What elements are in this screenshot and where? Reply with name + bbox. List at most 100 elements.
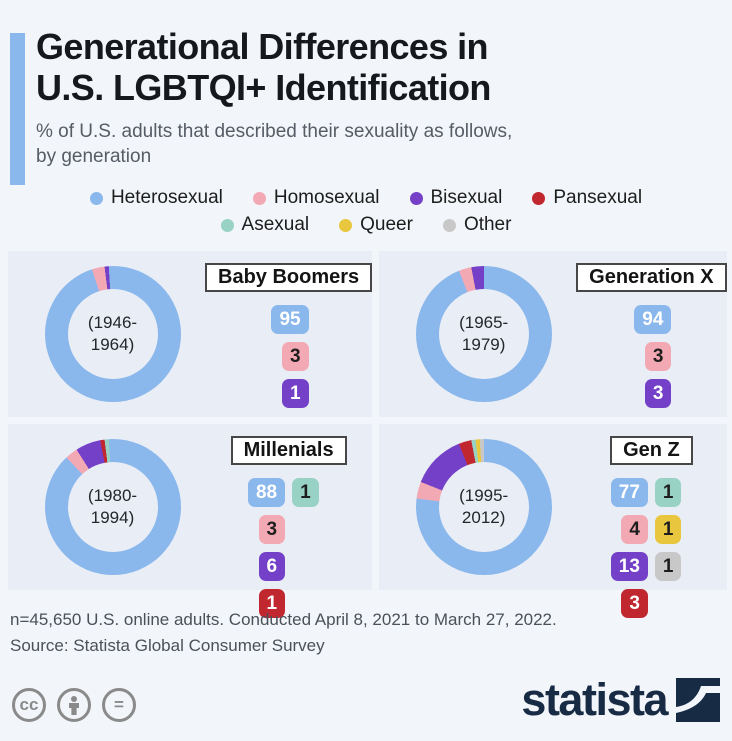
badge-row: 3: [245, 515, 332, 545]
badge-hetero: 77: [610, 478, 648, 508]
badge-cell: [655, 589, 695, 618]
legend-label-hetero: Heterosexual: [110, 187, 223, 209]
attribution-icon[interactable]: [57, 687, 91, 722]
badge-bi: 1: [282, 379, 309, 409]
range-label-line2: 1979): [461, 335, 506, 355]
badge-homo: 4: [621, 515, 648, 545]
statista-wordmark: statista: [521, 673, 668, 725]
badge-cell: [292, 515, 332, 544]
legend-label-bi: Bisexual: [430, 187, 503, 209]
license-icons: cc =: [12, 687, 136, 722]
equals-icon[interactable]: =: [102, 687, 136, 722]
badge-cell: [292, 552, 332, 581]
footer-bottom: cc = statista: [10, 673, 722, 725]
source-note: Source: Statista Global Consumer Survey: [10, 636, 325, 656]
page-title-line2: U.S. LGBTQI+ Identification: [36, 67, 491, 109]
page-title: Generational Differences in U.S. LGBTQI+…: [36, 26, 698, 109]
badge-cell: 1: [654, 515, 695, 545]
badge-row: 3: [608, 589, 695, 619]
donut-hole: (1946- 1964): [67, 289, 158, 380]
cc-icon[interactable]: cc: [12, 687, 46, 722]
legend-dot-pan-icon: [532, 191, 546, 205]
badge-pan: 1: [258, 589, 286, 619]
badge-cell: 6: [245, 552, 286, 582]
range-label-line2: 2012): [461, 508, 506, 528]
badge-cell: 4: [608, 515, 648, 545]
badge-grid: 95 3 1: [269, 305, 309, 409]
donut-area: (1980- 1994): [8, 424, 205, 590]
badge-grid: 77 1 4 1 13 1 3: [608, 478, 695, 619]
legend-label-pan: Pansexual: [553, 187, 643, 209]
legend-dot-bi-icon: [409, 191, 423, 205]
badge-cell: 3: [631, 342, 672, 372]
badge-queer: 1: [654, 515, 682, 545]
badge-row: 77 1: [608, 478, 695, 508]
panel-title-generation-x: Generation X: [576, 263, 727, 293]
person-glyph: [69, 695, 79, 715]
page-subtitle-line2: by generation: [36, 146, 152, 168]
donut-hole: (1980- 1994): [67, 462, 158, 553]
badge-cell: 95: [269, 305, 309, 335]
legend-item-hetero: Heterosexual: [89, 187, 223, 209]
donut-area: (1995- 2012): [379, 424, 576, 590]
panel-right: Generation X 94 3 3: [576, 251, 727, 417]
panel-gen-z: (1995- 2012) Gen Z 77 1 4 1 13 1 3: [379, 424, 727, 619]
donut-chart-generation-x: (1965- 1979): [415, 266, 552, 403]
legend-item-bi: Bisexual: [409, 187, 503, 209]
page-subtitle-line1: % of U.S. adults that described their se…: [36, 120, 513, 142]
panel-title-gen-z: Gen Z: [610, 436, 693, 466]
header: Generational Differences in U.S. LGBTQI+…: [0, 0, 732, 185]
range-label-line2: 1964): [90, 335, 135, 355]
panel-right: Gen Z 77 1 4 1 13 1 3: [576, 424, 726, 619]
badge-cell: 1: [292, 478, 332, 508]
panel-right: Baby Boomers 95 3 1: [205, 251, 373, 417]
badge-cell: 1: [654, 478, 695, 508]
legend-dot-hetero-icon: [89, 191, 103, 205]
statista-logo[interactable]: statista: [521, 673, 720, 725]
range-label-line1: (1995-: [459, 485, 509, 505]
legend-dot-other-icon: [442, 218, 456, 232]
panel-title-millenials: Millenials: [230, 436, 347, 466]
footer-note: n=45,650 U.S. online adults. Conducted A…: [10, 607, 722, 660]
legend-label-ace: Asexual: [241, 214, 310, 236]
range-label-line1: (1980-: [87, 485, 138, 505]
badge-cell: 13: [608, 552, 648, 582]
page-subtitle: % of U.S. adults that described their se…: [36, 119, 698, 170]
badge-cell: 3: [269, 342, 309, 372]
panel-millenials: (1980- 1994) Millenials 88 1 3 6 1: [8, 424, 373, 619]
badge-hetero: 88: [247, 478, 286, 508]
legend-label-other: Other: [463, 214, 512, 236]
legend-item-queer: Queer: [339, 214, 413, 236]
badge-ace: 1: [654, 478, 682, 508]
legend: Heterosexual Homosexual Bisexual Pansexual A…: [0, 187, 732, 236]
badge-hetero: 94: [634, 305, 672, 335]
legend-dot-ace-icon: [220, 218, 234, 232]
legend-row: Asexual Queer Other: [0, 214, 732, 236]
badge-homo: 3: [258, 515, 286, 545]
badge-cell: 1: [269, 379, 309, 409]
page-title-line1: Generational Differences in: [36, 26, 489, 67]
donut-chart-baby-boomers: (1946- 1964): [44, 266, 181, 403]
badge-homo: 3: [282, 342, 309, 372]
badge-row: 94: [631, 305, 672, 335]
panel-baby-boomers: (1946- 1964) Baby Boomers 95 3 1: [8, 251, 373, 418]
badge-other: 1: [654, 552, 682, 582]
footer: n=45,650 U.S. online adults. Conducted A…: [0, 590, 732, 722]
panel-right: Millenials 88 1 3 6 1: [205, 424, 372, 619]
legend-label-queer: Queer: [360, 214, 413, 236]
badge-row: 1: [269, 379, 309, 409]
statista-logo-mark-icon: [676, 677, 720, 722]
panel-grid: (1946- 1964) Baby Boomers 95 3 1 (1965- 1979) Ge…: [8, 251, 727, 619]
badge-row: 1: [245, 589, 332, 619]
badge-bi: 3: [644, 379, 672, 409]
badge-row: 88 1: [245, 478, 332, 508]
panel-title-baby-boomers: Baby Boomers: [205, 263, 373, 293]
legend-item-ace: Asexual: [220, 214, 310, 236]
badge-row: 3: [631, 342, 672, 372]
legend-label-homo: Homosexual: [273, 187, 380, 209]
range-label-line1: (1965-: [459, 312, 509, 332]
badge-cell: 3: [631, 379, 672, 409]
donut-hole: (1995- 2012): [438, 462, 529, 553]
badge-row: 6: [245, 552, 332, 582]
